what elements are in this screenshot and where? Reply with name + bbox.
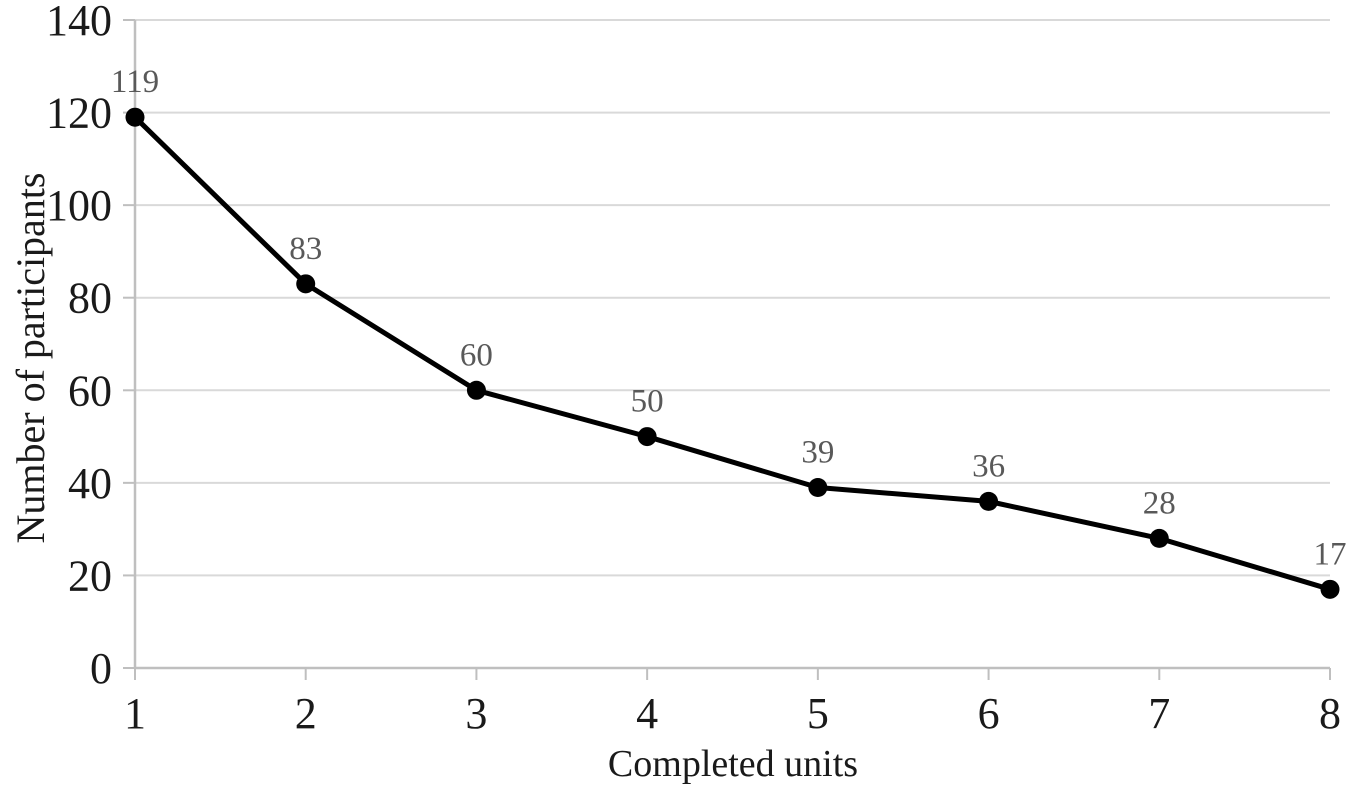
data-label: 39 <box>801 434 834 470</box>
x-tick-label: 7 <box>1148 689 1170 738</box>
data-label: 119 <box>111 64 159 100</box>
data-label: 83 <box>289 231 322 267</box>
axes-layer <box>123 19 1331 680</box>
data-label: 60 <box>460 337 493 373</box>
x-tick-label: 6 <box>978 689 1000 738</box>
data-point <box>637 427 657 447</box>
data-label: 36 <box>972 448 1005 484</box>
x-tick-label: 8 <box>1319 689 1341 738</box>
data-label: 17 <box>1314 536 1347 572</box>
y-tick-label: 80 <box>68 274 112 323</box>
data-labels-layer: 119 83 60 50 39 36 28 17 <box>111 64 1347 572</box>
data-point <box>466 380 486 400</box>
series-layer <box>125 107 1340 599</box>
y-tick-label: 140 <box>46 0 112 45</box>
data-point <box>1320 579 1340 599</box>
y-tick-label: 100 <box>46 181 112 230</box>
data-label: 50 <box>631 384 664 420</box>
y-tick-label: 40 <box>68 459 112 508</box>
x-tick-label: 2 <box>295 689 317 738</box>
x-axis-title: Completed units <box>608 743 858 785</box>
gridlines-layer <box>135 19 1330 577</box>
series-line <box>132 114 1333 592</box>
x-tick-label: 5 <box>807 689 829 738</box>
data-point <box>125 107 145 127</box>
data-point <box>979 491 999 511</box>
x-tick-label: 4 <box>636 689 658 738</box>
tick-labels-layer: 0 20 40 60 80 100 120 140 1 2 3 4 5 6 7 8 <box>46 0 1341 738</box>
y-tick-label: 60 <box>68 366 112 415</box>
data-label: 28 <box>1143 485 1176 521</box>
data-point <box>1149 528 1169 548</box>
y-tick-label: 120 <box>46 89 112 138</box>
y-tick-label: 0 <box>90 644 112 693</box>
data-point <box>808 477 828 497</box>
y-axis-title: Number of participants <box>8 173 53 544</box>
y-tick-label: 20 <box>68 551 112 600</box>
x-tick-label: 3 <box>465 689 487 738</box>
x-tick-label: 1 <box>124 689 146 738</box>
data-point <box>296 274 316 294</box>
